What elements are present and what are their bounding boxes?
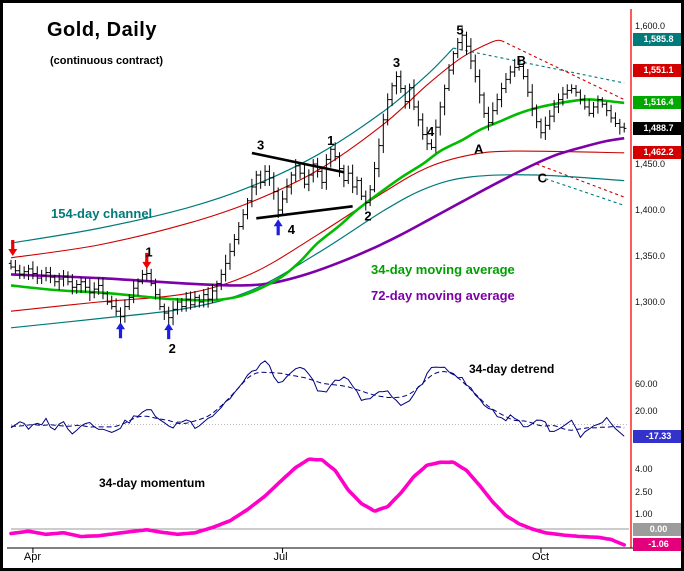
pivot-labels: 1 2 3 4 1 2 3 4 5 A B C: [145, 23, 547, 356]
price-bars: [8, 27, 627, 326]
svg-text:3: 3: [393, 55, 400, 70]
moving-averages: [10, 98, 625, 302]
zero-lines: [11, 424, 629, 530]
momentum-line: [9, 457, 626, 547]
svg-text:5: 5: [456, 23, 463, 38]
channel-lines: [10, 39, 625, 329]
axis-value-box: 0.00: [633, 522, 681, 536]
x-axis-month-label: Oct: [531, 551, 550, 563]
signal-arrows: [8, 219, 283, 340]
axis-tick: 1,600.0: [635, 21, 666, 31]
axis-tick: 60.00: [635, 379, 658, 389]
svg-text:2: 2: [169, 341, 176, 356]
axis-value-box: 1,462.2: [633, 146, 681, 160]
x-axis-month-label: Apr: [23, 551, 42, 563]
page-subtitle: (continuous contract): [50, 55, 164, 67]
momentum-label: 34-day momentum: [99, 476, 206, 490]
svg-text:1: 1: [145, 244, 152, 259]
svg-text:4: 4: [288, 222, 296, 237]
axis-tick: 1,350.0: [635, 251, 666, 261]
axis-value-box: -1.06: [633, 538, 681, 552]
svg-text:B: B: [517, 53, 526, 68]
chart-canvas: 1 2 3 4 1 2 3 4 5 A B C: [7, 9, 635, 553]
svg-text:C: C: [538, 171, 548, 186]
trendlines: [251, 151, 353, 220]
svg-text:2: 2: [364, 208, 371, 223]
ma72-label: 72-day moving average: [371, 288, 515, 303]
axis-tick: 1,450.0: [635, 159, 666, 169]
detrend-lines: [10, 360, 625, 439]
axis-tick: 1,300.0: [635, 297, 666, 307]
ma34-label: 34-day moving average: [371, 262, 515, 277]
page-title: Gold, Daily: [47, 19, 157, 41]
axis-value-box: 1,488.7: [633, 121, 681, 135]
axis-value-box: 1,551.1: [633, 64, 681, 78]
axis-tick: 1.00: [635, 509, 653, 519]
axis-value-box: 1,585.8: [633, 32, 681, 46]
axes: [7, 9, 635, 553]
x-axis-month-label: Jul: [273, 551, 288, 563]
svg-text:4: 4: [427, 124, 435, 139]
svg-text:A: A: [474, 141, 484, 156]
detrend-label: 34-day detrend: [469, 362, 555, 376]
axis-tick: 4.00: [635, 464, 653, 474]
axis-tick: 1,400.0: [635, 205, 666, 215]
svg-text:1: 1: [327, 133, 334, 148]
axis-value-box: -17.33: [633, 429, 681, 443]
axis-tick: 20.00: [635, 406, 658, 416]
axis-tick: 2.50: [635, 486, 653, 497]
svg-text:3: 3: [257, 138, 264, 153]
channel-label: 154-day channel: [51, 206, 153, 221]
axis-value-box: 1,516.4: [633, 96, 681, 110]
